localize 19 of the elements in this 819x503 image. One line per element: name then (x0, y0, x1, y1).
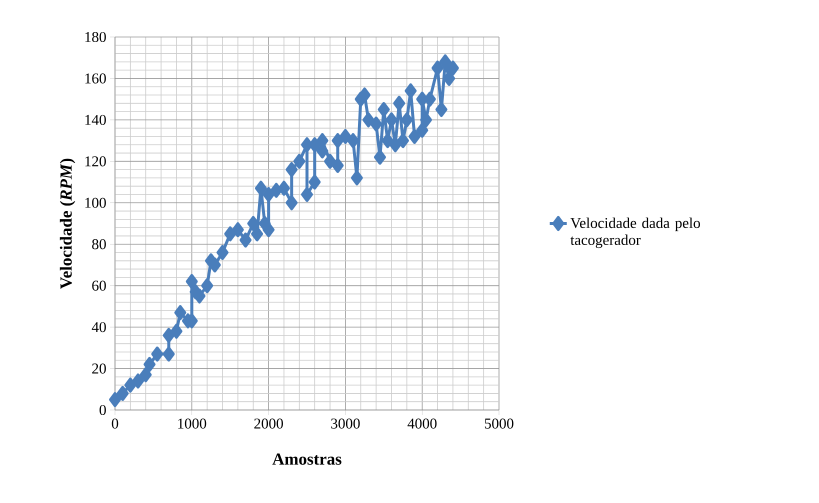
y-tick-label: 120 (85, 156, 106, 166)
x-axis-title: Amostras (272, 453, 342, 465)
y-tick-label: 100 (85, 198, 106, 208)
x-tick-label: 4000 (408, 418, 437, 429)
y-tick-label: 0 (100, 404, 106, 416)
x-tick-label: 1000 (178, 418, 206, 429)
y-tick-label: 180 (85, 32, 106, 42)
text: Velocidade (RPM) (60, 158, 76, 289)
legend-label: Velocidade dada pelo tacogerador (570, 218, 700, 248)
y-tick-label: 20 (92, 364, 106, 374)
y-tick-label: 40 (92, 322, 106, 332)
x-tick-label: 2000 (254, 418, 283, 429)
x-tick-label: 0 (112, 418, 118, 429)
y-tick-label: 140 (85, 114, 106, 125)
y-tick-label: 160 (85, 73, 106, 84)
y-tick-label: 80 (92, 239, 106, 250)
x-tick-label: 5000 (484, 418, 514, 429)
y-tick-label: 60 (92, 280, 106, 291)
x-tick-label: 3000 (331, 418, 360, 429)
